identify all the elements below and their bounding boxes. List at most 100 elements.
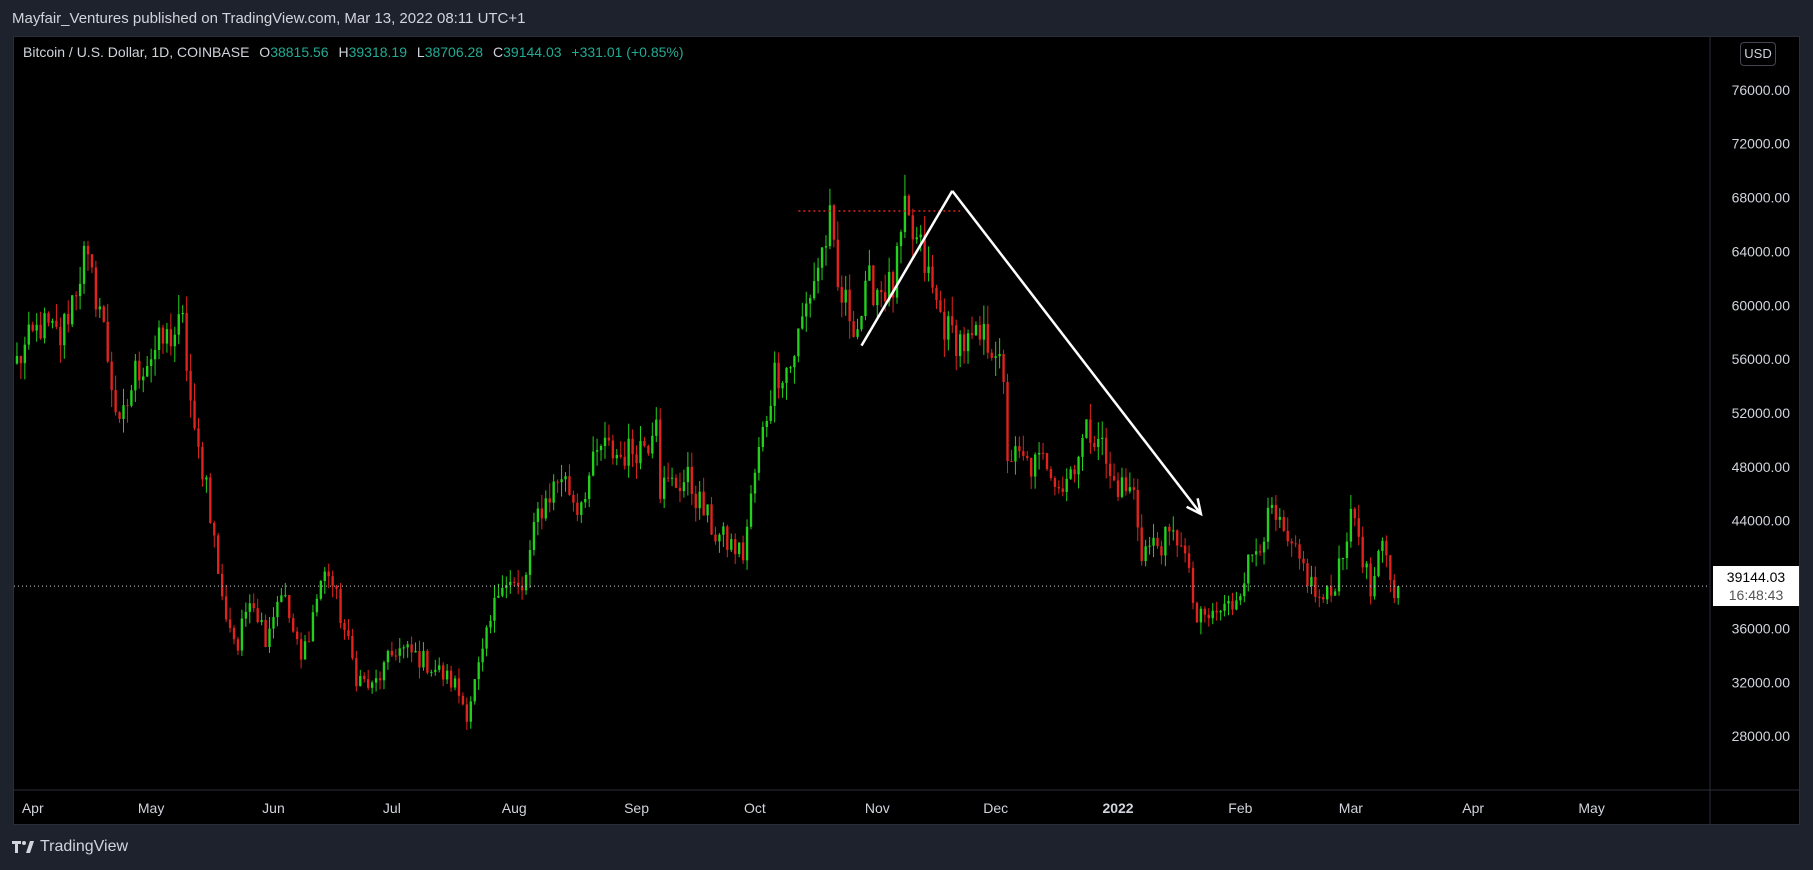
time-tick-label: Nov bbox=[865, 800, 890, 816]
candle-body bbox=[1022, 451, 1025, 456]
candle-body bbox=[923, 234, 926, 274]
time-axis[interactable]: Apr May Jun Jul Aug Sep Oct Nov Dec 2022 Feb Mar Apr… bbox=[22, 800, 1605, 816]
candle-body bbox=[284, 595, 287, 597]
candle-body bbox=[1104, 437, 1108, 464]
candle-body bbox=[319, 581, 323, 599]
candle-body bbox=[666, 477, 670, 479]
candle-body bbox=[1085, 419, 1088, 438]
candle-body bbox=[919, 234, 922, 238]
candle-body bbox=[295, 631, 299, 640]
candle-body bbox=[501, 587, 504, 596]
candle-body bbox=[903, 195, 907, 233]
time-tick-label: Aug bbox=[502, 800, 527, 816]
open-value: 38815.56 bbox=[270, 44, 329, 60]
candle-body bbox=[1097, 438, 1100, 448]
candle-body bbox=[228, 619, 232, 628]
candle-body bbox=[1037, 452, 1041, 455]
candle-body bbox=[836, 239, 840, 288]
candle-body bbox=[690, 466, 693, 494]
candle-body bbox=[603, 437, 607, 447]
price-tick-label: 76000.00 bbox=[1732, 82, 1791, 98]
candle-body bbox=[718, 534, 721, 542]
trend-line[interactable] bbox=[860, 190, 954, 347]
candle-body bbox=[899, 232, 903, 247]
candle-body bbox=[848, 289, 851, 322]
tradingview-footer[interactable]: TradingView bbox=[12, 838, 128, 856]
candle-body bbox=[1049, 469, 1053, 479]
candle-body bbox=[1286, 530, 1289, 542]
candle-body bbox=[15, 356, 19, 364]
candle-body bbox=[402, 647, 405, 649]
candle-body bbox=[1274, 504, 1278, 520]
candle-body bbox=[224, 596, 228, 620]
candle-body bbox=[990, 352, 993, 358]
candle-body bbox=[734, 539, 737, 555]
candle-body bbox=[27, 324, 30, 345]
candle-body bbox=[793, 356, 796, 368]
candle-body bbox=[1120, 477, 1124, 497]
currency-button[interactable]: USD bbox=[1740, 42, 1776, 66]
candle-body bbox=[1187, 553, 1191, 568]
candle-body bbox=[406, 644, 409, 648]
candle-body bbox=[737, 542, 741, 555]
candle-body bbox=[335, 585, 338, 589]
drawing-annotations[interactable] bbox=[798, 190, 1203, 517]
arrow-head-icon[interactable] bbox=[1186, 498, 1203, 517]
candle-body bbox=[1006, 382, 1009, 462]
candle-body bbox=[1156, 537, 1159, 547]
time-tick-label: Sep bbox=[624, 800, 649, 816]
candle-body bbox=[1223, 603, 1226, 611]
price-axis[interactable]: 28000.0032000.0036000.0040000.0044000.00… bbox=[1732, 82, 1791, 744]
candle-body bbox=[1207, 614, 1210, 619]
candle-body bbox=[801, 316, 804, 329]
candle-body bbox=[974, 324, 978, 336]
candle-body bbox=[749, 493, 753, 527]
candle-body bbox=[1061, 488, 1064, 492]
candle-body bbox=[102, 306, 105, 322]
time-tick-label: Oct bbox=[744, 800, 766, 816]
candle-body bbox=[939, 300, 942, 312]
candle-body bbox=[1215, 610, 1218, 613]
candle-body bbox=[1108, 463, 1112, 476]
candle-body bbox=[363, 675, 366, 680]
close-value: 39144.03 bbox=[503, 44, 562, 60]
candle-body bbox=[958, 334, 962, 357]
candle-body bbox=[193, 400, 196, 429]
candle-body bbox=[1361, 536, 1364, 568]
candle-body bbox=[1065, 478, 1068, 492]
candle-body bbox=[165, 329, 169, 344]
candle-body bbox=[820, 247, 824, 268]
candle-body bbox=[98, 306, 102, 310]
candle-body bbox=[445, 670, 449, 680]
candle-body bbox=[761, 426, 765, 447]
candle-body bbox=[477, 662, 480, 680]
candle-body bbox=[173, 334, 176, 347]
candle-body bbox=[931, 266, 934, 288]
candle-body bbox=[1211, 610, 1214, 619]
candle-body bbox=[1302, 558, 1305, 564]
candle-body bbox=[682, 482, 686, 492]
candle-body bbox=[185, 312, 188, 371]
candle-body bbox=[244, 611, 248, 619]
chart-frame[interactable] bbox=[13, 36, 1800, 825]
candle-body bbox=[591, 451, 595, 476]
candle-body bbox=[201, 446, 204, 480]
price-tick-label: 64000.00 bbox=[1732, 243, 1791, 259]
candle-body bbox=[520, 585, 524, 591]
arrow-line[interactable] bbox=[951, 190, 1202, 515]
candle-body bbox=[686, 466, 690, 483]
bar-countdown: 16:48:43 bbox=[1728, 587, 1784, 604]
candle-body bbox=[71, 295, 74, 325]
low-label: L bbox=[416, 44, 425, 60]
candle-body bbox=[1010, 461, 1013, 463]
candle-body bbox=[177, 314, 180, 335]
candle-body bbox=[824, 246, 828, 248]
candle-body bbox=[970, 333, 974, 336]
candle-body bbox=[544, 498, 547, 519]
candle-body bbox=[1231, 600, 1234, 610]
candle-body bbox=[1140, 527, 1143, 562]
candle-body bbox=[122, 405, 125, 419]
price-tick-label: 44000.00 bbox=[1732, 513, 1791, 529]
candle-body bbox=[1243, 583, 1246, 597]
